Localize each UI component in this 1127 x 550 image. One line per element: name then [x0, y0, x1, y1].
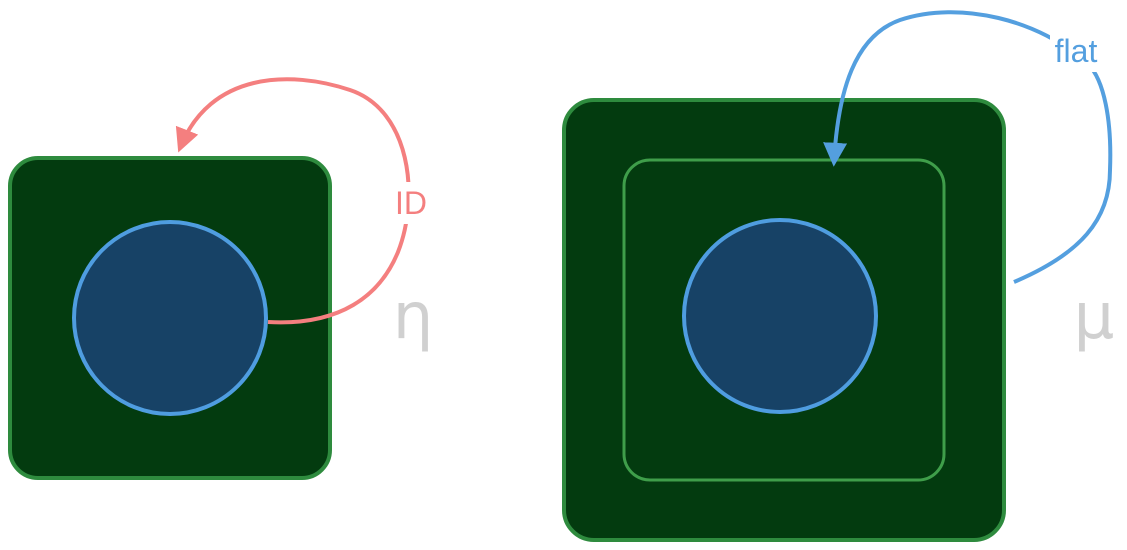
flat-arrow-label: flat: [1055, 33, 1098, 69]
eta-group: ID η: [8, 77, 434, 480]
id-label-bg: [388, 182, 434, 224]
eta-inner-circle: [72, 220, 268, 416]
mu-group: flat μ: [562, 10, 1115, 542]
flat-label-bg: [1050, 30, 1106, 72]
id-arrow: [175, 77, 411, 325]
mu-inner-circle: [682, 218, 878, 414]
id-arrow-label: ID: [395, 185, 427, 221]
mu-label: μ: [1074, 280, 1115, 354]
eta-label: η: [393, 280, 434, 354]
